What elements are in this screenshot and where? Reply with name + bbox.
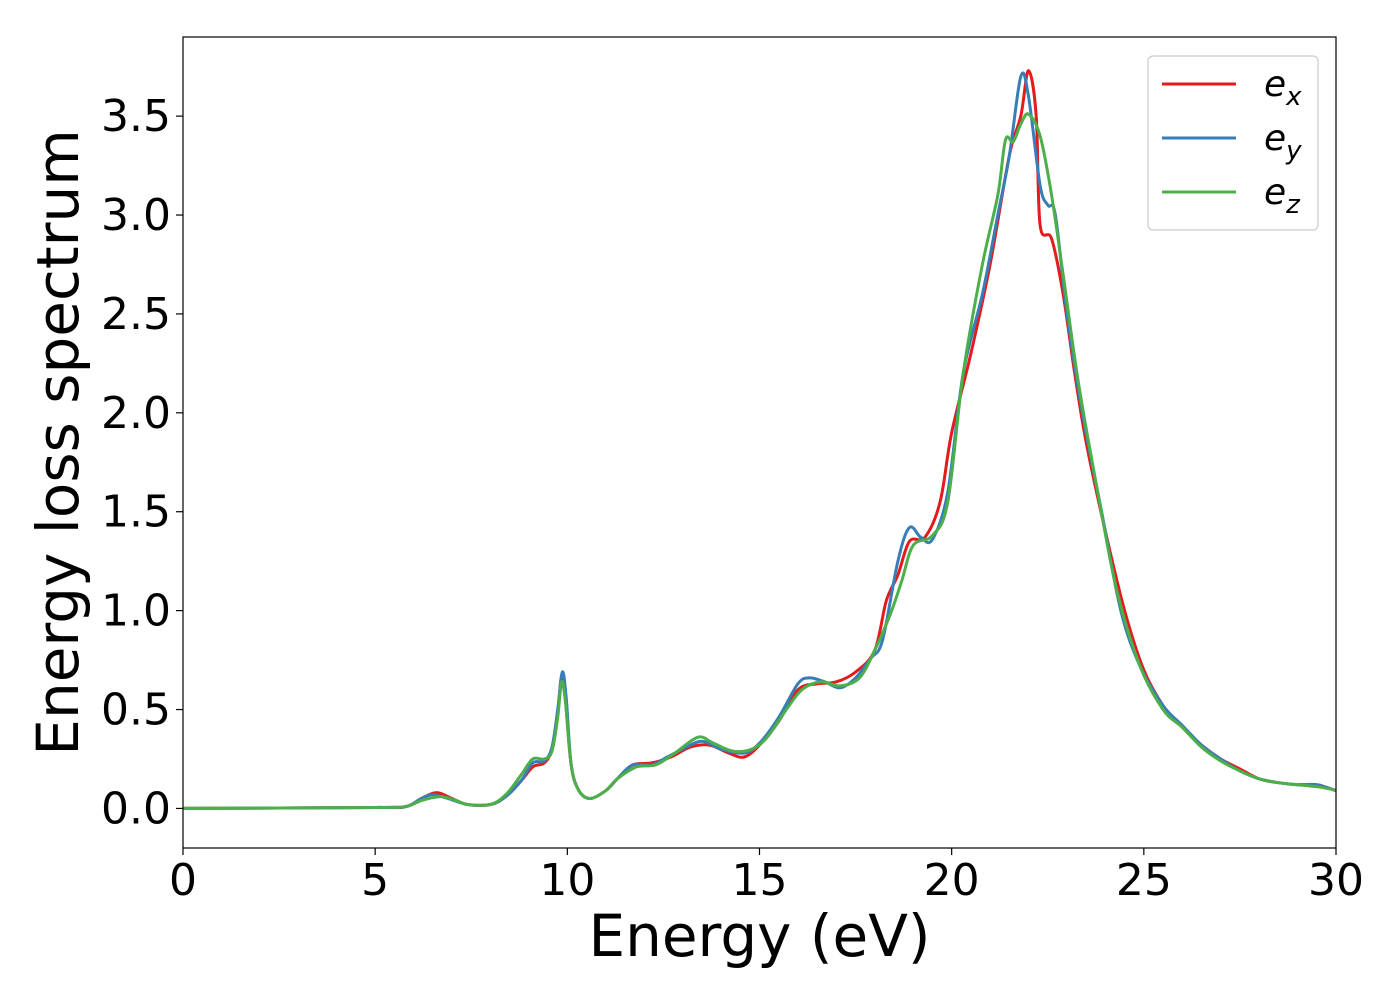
legend-box — [1147, 55, 1319, 231]
y-tick-label: 3.0 — [101, 190, 171, 241]
y-tick-label: 3.5 — [101, 91, 171, 142]
series-line-z — [182, 112, 1337, 810]
x-tick-label: 10 — [539, 855, 595, 906]
ticks-layer: 0 5 10 15 20 25 30 0.0 0.5 1.0 1.5 2.0 2.5 3.0 3.5 — [101, 91, 1364, 906]
x-tick-label: 5 — [361, 855, 389, 906]
y-tick-label: 1.0 — [101, 586, 171, 637]
y-tick-label: 2.5 — [101, 289, 171, 340]
legend-label-y: ey — [1264, 118, 1302, 166]
series-line-x — [182, 69, 1337, 810]
y-axis-label: Energy loss spectrum — [24, 129, 92, 755]
x-tick-label: 15 — [732, 855, 788, 906]
x-tick-label: 30 — [1308, 855, 1364, 906]
y-tick-label: 0.5 — [101, 685, 171, 736]
series-layer — [182, 69, 1337, 810]
y-tick-label: 2.0 — [101, 388, 171, 439]
x-axis-label: Energy (eV) — [588, 902, 930, 970]
x-tick-label: 25 — [1116, 855, 1172, 906]
y-tick-label: 1.5 — [101, 487, 171, 538]
y-tick-label: 0.0 — [101, 783, 171, 834]
x-tick-label: 0 — [169, 855, 197, 906]
x-tick-label: 20 — [924, 855, 980, 906]
legend-label-x: ex — [1264, 64, 1302, 112]
